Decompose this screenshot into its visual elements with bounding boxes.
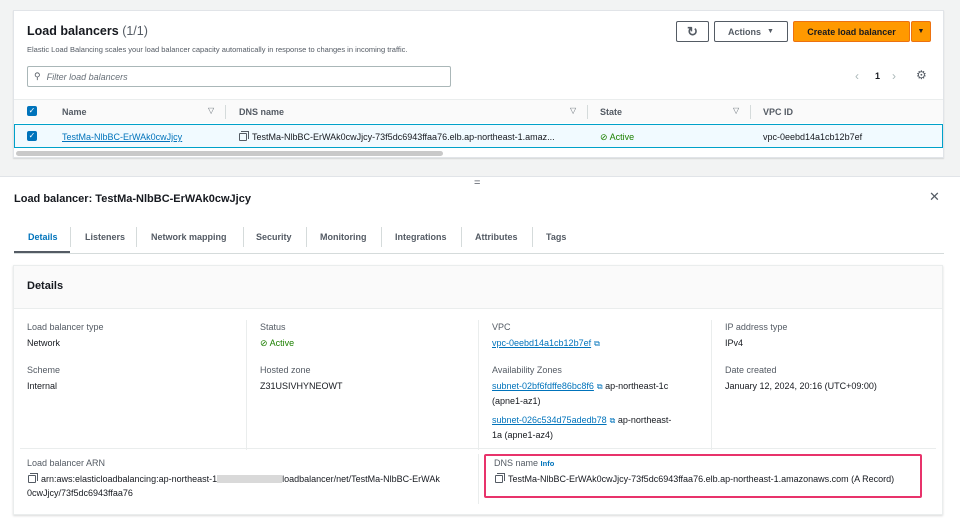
column-divider[interactable] <box>750 105 751 119</box>
details-card: Details Load balancer type Network Schem… <box>13 265 943 515</box>
tab-network-mapping[interactable]: Network mapping <box>151 232 227 242</box>
date-created-value: January 12, 2024, 20:16 (UTC+09:00) <box>725 381 877 391</box>
table-header: ✓ Name ▽ DNS name ▽ State ▽ VPC ID <box>14 99 943 123</box>
vpc-cell: vpc-0eebd14a1cb12b7ef <box>763 132 863 142</box>
az-zone: (apne1-az1) <box>492 396 541 406</box>
external-link-icon[interactable]: ⧉ <box>596 382 603 391</box>
search-icon: ⚲ <box>34 71 41 81</box>
tab-monitoring[interactable]: Monitoring <box>320 232 367 242</box>
caret-down-icon: ▼ <box>767 28 774 35</box>
refresh-button[interactable]: ↻ <box>676 21 709 42</box>
tab-tags[interactable]: Tags <box>546 232 567 242</box>
check-circle-icon: ⊘ <box>260 338 268 348</box>
lb-name-link[interactable]: TestMa-NlbBC-ErWAk0cwJjcy <box>62 132 183 142</box>
hosted-zone-value: Z31USIVHYNEOWT <box>260 381 343 391</box>
az-zone: 1a (apne1-az4) <box>492 430 554 440</box>
panel-title: Load balancers (1/1) <box>27 24 148 38</box>
tab-listeners[interactable]: Listeners <box>85 232 126 242</box>
tab-security[interactable]: Security <box>256 232 292 242</box>
detail-title: Load balancer: TestMa-NlbBC-ErWAk0cwJjcy <box>14 193 251 205</box>
state-cell: ⊘ Active <box>600 132 635 142</box>
tab-attributes[interactable]: Attributes <box>475 232 518 242</box>
scheme-value: Internal <box>27 381 58 391</box>
status-value: ⊘ Active <box>260 338 295 348</box>
horizontal-scrollbar[interactable] <box>16 151 443 156</box>
close-icon[interactable]: ✕ <box>929 189 940 204</box>
column-divider[interactable] <box>587 105 588 119</box>
scheme-label: Scheme <box>27 365 61 375</box>
active-tab-indicator <box>14 251 70 254</box>
resize-handle-icon[interactable]: = <box>474 177 481 189</box>
vpc-link[interactable]: vpc-0eebd14a1cb12b7ef <box>492 338 592 348</box>
lb-type-value: Network <box>27 338 61 348</box>
hosted-zone-label: Hosted zone <box>260 365 311 375</box>
table-row[interactable]: ✓ TestMa-NlbBC-ErWAk0cwJjcy TestMa-NlbBC… <box>14 124 943 148</box>
tabs-divider <box>14 253 944 254</box>
load-balancers-panel: Load balancers (1/1) Elastic Load Balanc… <box>13 10 944 158</box>
settings-gear-icon[interactable]: ⚙ <box>916 68 927 82</box>
copy-icon[interactable] <box>28 473 38 483</box>
detail-panel: = Load balancer: TestMa-NlbBC-ErWAk0cwJj… <box>0 176 960 521</box>
subnet-link[interactable]: subnet-02bf6fdffe86bc8f6 <box>492 381 594 391</box>
ip-type-value: IPv4 <box>725 338 744 348</box>
panel-description: Elastic Load Balancing scales your load … <box>27 45 408 54</box>
az-label: Availability Zones <box>492 365 562 375</box>
tab-integrations[interactable]: Integrations <box>395 232 447 242</box>
copy-icon[interactable] <box>495 473 505 483</box>
dns-label: DNS name Info <box>494 458 555 468</box>
tab-details[interactable]: Details <box>28 232 58 242</box>
actions-button[interactable]: Actions ▼ <box>714 21 788 42</box>
arn-label: Load balancer ARN <box>27 458 106 468</box>
external-link-icon[interactable]: ⧉ <box>594 339 600 348</box>
column-header-name[interactable]: Name <box>62 107 87 117</box>
az-item: subnet-02bf6fdffe86bc8f6 ⧉ ap-northeast-1… <box>492 381 669 391</box>
redacted-block <box>217 475 283 483</box>
row-checkbox[interactable]: ✓ <box>27 131 37 141</box>
subnet-link[interactable]: subnet-026c534d75adedb78 <box>492 415 607 425</box>
create-load-balancer-button[interactable]: Create load balancer <box>793 21 910 42</box>
filter-input[interactable]: ⚲ Filter load balancers <box>27 66 451 87</box>
lb-type-label: Load balancer type <box>27 322 104 332</box>
select-all-checkbox[interactable]: ✓ <box>27 106 37 116</box>
column-divider[interactable] <box>225 105 226 119</box>
dns-cell: TestMa-NlbBC-ErWAk0cwJjcy-73f5dc6943ffaa… <box>239 131 555 142</box>
copy-icon[interactable] <box>239 131 249 141</box>
ip-type-label: IP address type <box>725 322 788 332</box>
sort-icon[interactable]: ▽ <box>208 106 215 115</box>
prev-page-icon[interactable]: ‹ <box>855 69 859 83</box>
create-dropdown-button[interactable]: ▼ <box>911 21 931 42</box>
section-title: Details <box>27 280 64 292</box>
dns-highlight-box <box>484 454 922 498</box>
vpc-value: vpc-0eebd14a1cb12b7ef ⧉ <box>492 338 600 349</box>
dns-value: TestMa-NlbBC-ErWAk0cwJjcy-73f5dc6943ffaa… <box>495 473 894 484</box>
caret-down-icon: ▼ <box>917 28 925 35</box>
vpc-label: VPC <box>492 322 511 332</box>
next-page-icon[interactable]: › <box>892 69 896 83</box>
column-header-vpc[interactable]: VPC ID <box>763 107 794 117</box>
column-header-dns[interactable]: DNS name <box>239 107 285 117</box>
info-link[interactable]: Info <box>540 459 555 468</box>
sort-icon[interactable]: ▽ <box>733 106 740 115</box>
sort-icon[interactable]: ▽ <box>570 106 577 115</box>
az-item: subnet-026c534d75adedb78 ⧉ ap-northeast- <box>492 415 672 425</box>
status-label: Status <box>260 322 286 332</box>
page-number[interactable]: 1 <box>875 71 881 81</box>
arn-value-line2: 0cwJjcy/73f5dc6943ffaa76 <box>27 488 133 498</box>
column-header-state[interactable]: State <box>600 107 623 117</box>
date-created-label: Date created <box>725 365 777 375</box>
external-link-icon[interactable]: ⧉ <box>609 416 616 425</box>
card-header <box>14 266 942 309</box>
refresh-icon: ↻ <box>687 23 698 39</box>
arn-value: arn:aws:elasticloadbalancing:ap-northeas… <box>28 473 440 484</box>
check-circle-icon: ⊘ <box>600 132 608 142</box>
